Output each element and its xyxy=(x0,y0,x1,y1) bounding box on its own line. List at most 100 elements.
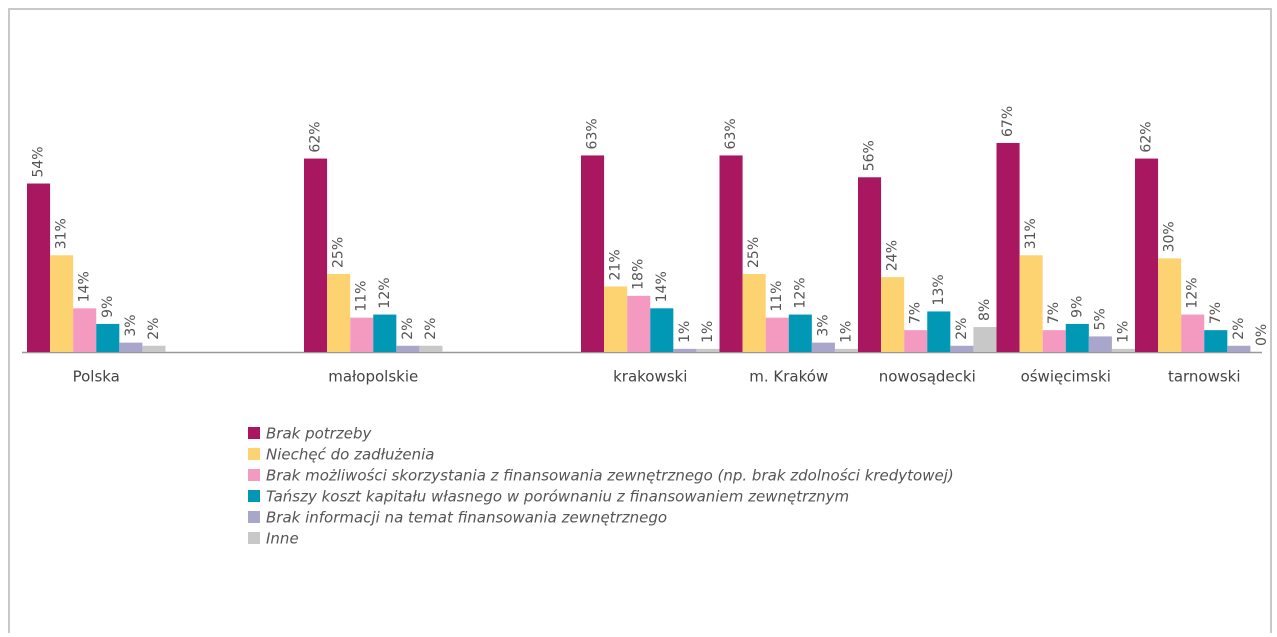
data-label: 56% xyxy=(862,140,878,171)
data-label: 11% xyxy=(769,281,785,312)
data-label: 14% xyxy=(77,271,93,302)
bar xyxy=(350,317,374,352)
x-tick-label: nowosądecki xyxy=(879,368,976,386)
data-label: 63% xyxy=(723,118,739,149)
legend-swatch xyxy=(248,490,260,502)
data-label: 63% xyxy=(585,118,601,149)
legend-label: Tańszy koszt kapitału własnego w porówna… xyxy=(266,488,849,506)
bar xyxy=(142,345,166,352)
bar xyxy=(1065,323,1089,352)
bar xyxy=(742,274,766,352)
legend-swatch xyxy=(248,427,260,439)
data-label: 3% xyxy=(815,314,831,336)
data-label: 13% xyxy=(931,274,947,305)
bar xyxy=(327,274,351,352)
bar xyxy=(604,286,628,352)
data-label: 9% xyxy=(100,296,116,318)
data-label: 2% xyxy=(1231,318,1247,340)
data-label: 12% xyxy=(792,277,808,308)
bar xyxy=(119,342,143,352)
data-label: 8% xyxy=(977,299,993,321)
bar xyxy=(788,314,812,352)
data-label: 25% xyxy=(746,237,762,268)
bar xyxy=(1111,348,1135,352)
data-label: 11% xyxy=(354,281,370,312)
bar xyxy=(765,317,789,352)
bar xyxy=(927,311,951,352)
legend-label: Inne xyxy=(266,530,299,548)
data-label: 7% xyxy=(908,302,924,324)
x-tick-label: małopolskie xyxy=(328,368,418,386)
data-label: 2% xyxy=(400,318,416,340)
bar xyxy=(419,345,443,352)
bar xyxy=(1204,330,1228,352)
legend-swatch xyxy=(248,511,260,523)
data-label: 1% xyxy=(677,321,693,343)
data-label: 7% xyxy=(1046,302,1062,324)
bar xyxy=(627,295,651,352)
data-label: 30% xyxy=(1162,221,1178,252)
data-label: 62% xyxy=(1139,121,1155,152)
bar xyxy=(1088,336,1112,352)
data-label: 1% xyxy=(1115,321,1131,343)
frame xyxy=(8,8,1272,637)
data-label: 31% xyxy=(54,218,70,249)
bar xyxy=(650,308,674,352)
data-label: 54% xyxy=(31,146,47,177)
bar xyxy=(673,348,697,352)
bar xyxy=(881,277,905,352)
bar xyxy=(1158,258,1182,352)
data-label: 7% xyxy=(1208,302,1224,324)
x-tick-label: krakowski xyxy=(613,368,687,386)
bar xyxy=(73,308,97,352)
data-label: 62% xyxy=(308,121,324,152)
legend-swatch xyxy=(248,448,260,460)
legend-label: Brak potrzeby xyxy=(266,425,372,443)
bar xyxy=(27,183,51,352)
bar xyxy=(1019,255,1043,352)
bar xyxy=(834,348,858,352)
x-tick-label: Polska xyxy=(73,368,120,386)
bar xyxy=(1181,314,1205,352)
data-label: 25% xyxy=(331,237,347,268)
data-label: 14% xyxy=(654,271,670,302)
bar xyxy=(973,327,997,352)
bar xyxy=(304,158,328,352)
bar xyxy=(950,345,974,352)
data-label: 3% xyxy=(123,314,139,336)
bar xyxy=(811,342,835,352)
data-label: 0% xyxy=(1254,324,1270,346)
bar xyxy=(50,255,74,352)
bar xyxy=(904,330,928,352)
data-label: 2% xyxy=(954,318,970,340)
bar xyxy=(1135,158,1159,352)
data-label: 18% xyxy=(631,259,647,290)
data-label: 2% xyxy=(423,318,439,340)
bar xyxy=(581,155,605,352)
bar xyxy=(696,348,720,352)
data-label: 24% xyxy=(885,240,901,271)
data-label: 1% xyxy=(700,321,716,343)
bar xyxy=(858,177,882,352)
data-label: 12% xyxy=(1185,277,1201,308)
bar xyxy=(373,314,397,352)
legend-label: Niechęć do zadłużenia xyxy=(266,446,434,464)
x-tick-label: m. Kraków xyxy=(749,368,828,386)
bar xyxy=(996,142,1020,352)
data-label: 31% xyxy=(1023,218,1039,249)
data-label: 5% xyxy=(1092,308,1108,330)
data-label: 2% xyxy=(146,318,162,340)
data-label: 1% xyxy=(838,321,854,343)
legend-swatch xyxy=(248,532,260,544)
x-tick-label: oświęcimski xyxy=(1021,368,1111,386)
legend-label: Brak informacji na temat finansowania ze… xyxy=(266,509,667,527)
bar xyxy=(719,155,743,352)
data-label: 9% xyxy=(1069,296,1085,318)
legend-swatch xyxy=(248,469,260,481)
legend-label: Brak możliwości skorzystania z finansowa… xyxy=(266,467,954,485)
data-label: 21% xyxy=(608,249,624,280)
data-label: 67% xyxy=(1000,106,1016,137)
bar xyxy=(396,345,420,352)
bar xyxy=(96,323,120,352)
